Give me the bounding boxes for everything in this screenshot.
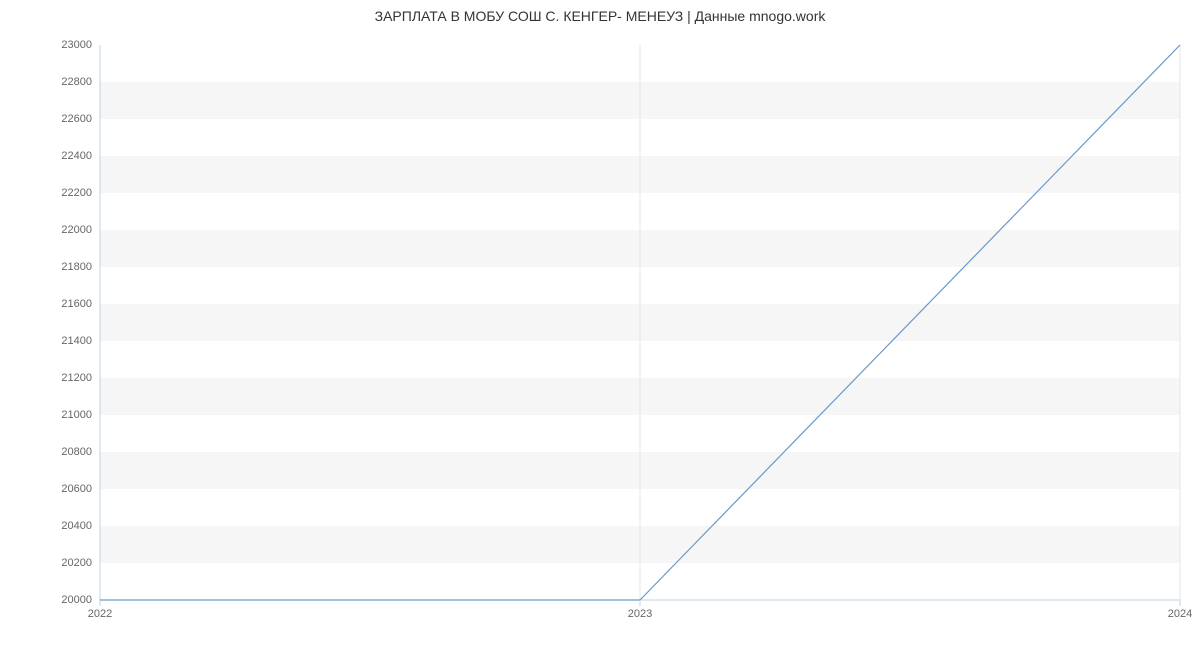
y-tick-label: 22000	[61, 224, 100, 236]
line-chart: ЗАРПЛАТА В МОБУ СОШ С. КЕНГЕР- МЕНЕУЗ | …	[0, 0, 1200, 650]
x-tick-label: 2023	[628, 600, 652, 620]
x-tick-label: 2022	[88, 600, 112, 620]
y-tick-label: 21000	[61, 409, 100, 421]
y-tick-label: 20200	[61, 557, 100, 569]
y-tick-label: 21400	[61, 335, 100, 347]
y-tick-label: 21200	[61, 372, 100, 384]
plot-area: 2000020200204002060020800210002120021400…	[100, 45, 1180, 600]
x-tick-label: 2024	[1168, 600, 1192, 620]
y-tick-label: 22400	[61, 150, 100, 162]
chart-title: ЗАРПЛАТА В МОБУ СОШ С. КЕНГЕР- МЕНЕУЗ | …	[0, 8, 1200, 24]
y-tick-label: 20400	[61, 520, 100, 532]
y-tick-label: 22800	[61, 76, 100, 88]
y-tick-label: 21600	[61, 298, 100, 310]
y-tick-label: 22200	[61, 187, 100, 199]
plot-svg	[100, 45, 1180, 600]
y-tick-label: 23000	[61, 39, 100, 51]
y-tick-label: 20600	[61, 483, 100, 495]
y-tick-label: 22600	[61, 113, 100, 125]
y-tick-label: 21800	[61, 261, 100, 273]
y-tick-label: 20800	[61, 446, 100, 458]
